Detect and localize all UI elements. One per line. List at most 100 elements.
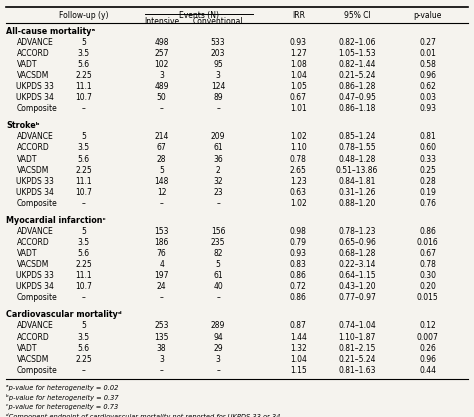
Text: 498: 498 <box>155 38 169 47</box>
Text: 0.86–1.28: 0.86–1.28 <box>338 82 376 91</box>
Text: 0.68–1.28: 0.68–1.28 <box>338 249 376 258</box>
Text: 1.08: 1.08 <box>290 60 307 69</box>
Text: 10.7: 10.7 <box>75 188 92 197</box>
Text: 203: 203 <box>211 49 226 58</box>
Text: –: – <box>160 199 164 208</box>
Text: 32: 32 <box>213 177 223 186</box>
Text: 148: 148 <box>155 177 169 186</box>
Text: 0.81–2.15: 0.81–2.15 <box>338 344 376 353</box>
Text: 0.78: 0.78 <box>290 155 307 163</box>
Text: ᵇp-value for heterogeneity = 0.37: ᵇp-value for heterogeneity = 0.37 <box>6 394 118 401</box>
Text: 1.02: 1.02 <box>290 132 307 141</box>
Text: 4: 4 <box>159 260 164 269</box>
Text: 1.44: 1.44 <box>290 332 307 342</box>
Text: 1.04: 1.04 <box>290 71 307 80</box>
Text: –: – <box>160 294 164 302</box>
Text: ADVANCE: ADVANCE <box>17 227 53 236</box>
Text: Composite: Composite <box>17 366 57 375</box>
Text: ᵃp-value for heterogeneity = 0.02: ᵃp-value for heterogeneity = 0.02 <box>6 384 118 391</box>
Text: 5.6: 5.6 <box>78 249 90 258</box>
Text: 3: 3 <box>159 355 164 364</box>
Text: 29: 29 <box>213 344 223 353</box>
Text: –: – <box>216 294 220 302</box>
Text: 0.33: 0.33 <box>419 155 437 163</box>
Text: 0.98: 0.98 <box>290 227 307 236</box>
Text: 156: 156 <box>211 227 226 236</box>
Text: 95: 95 <box>213 60 223 69</box>
Text: –: – <box>82 294 86 302</box>
Text: 89: 89 <box>213 93 223 102</box>
Text: 0.74–1.04: 0.74–1.04 <box>338 322 376 330</box>
Text: 0.43–1.20: 0.43–1.20 <box>338 282 376 291</box>
Text: 0.85–1.24: 0.85–1.24 <box>338 132 376 141</box>
Text: VADT: VADT <box>17 60 37 69</box>
Text: 1.01: 1.01 <box>290 104 307 113</box>
Text: 38: 38 <box>157 344 166 353</box>
Text: 2.25: 2.25 <box>75 71 92 80</box>
Text: 0.28: 0.28 <box>419 177 436 186</box>
Text: 214: 214 <box>155 132 169 141</box>
Text: 1.05–1.53: 1.05–1.53 <box>338 49 376 58</box>
Text: 0.78: 0.78 <box>419 260 436 269</box>
Text: 2: 2 <box>216 166 220 175</box>
Text: 3.5: 3.5 <box>78 49 90 58</box>
Text: 2.25: 2.25 <box>75 355 92 364</box>
Text: 124: 124 <box>211 82 225 91</box>
Text: Follow-up (y): Follow-up (y) <box>59 10 109 20</box>
Text: ADVANCE: ADVANCE <box>17 322 53 330</box>
Text: 209: 209 <box>211 132 226 141</box>
Text: 257: 257 <box>155 49 169 58</box>
Text: VACSDM: VACSDM <box>17 166 49 175</box>
Text: 0.96: 0.96 <box>419 71 437 80</box>
Text: 0.64–1.15: 0.64–1.15 <box>338 271 376 280</box>
Text: Strokeᵇ: Strokeᵇ <box>6 121 40 130</box>
Text: 1.02: 1.02 <box>290 199 307 208</box>
Text: 10.7: 10.7 <box>75 282 92 291</box>
Text: 197: 197 <box>155 271 169 280</box>
Text: 2.65: 2.65 <box>290 166 307 175</box>
Text: Composite: Composite <box>17 199 57 208</box>
Text: 0.48–1.28: 0.48–1.28 <box>338 155 376 163</box>
Text: 0.19: 0.19 <box>419 188 436 197</box>
Text: 2.25: 2.25 <box>75 260 92 269</box>
Text: 533: 533 <box>211 38 226 47</box>
Text: 28: 28 <box>157 155 166 163</box>
Text: 0.31–1.26: 0.31–1.26 <box>338 188 376 197</box>
Text: 0.015: 0.015 <box>417 294 439 302</box>
Text: 0.93: 0.93 <box>290 38 307 47</box>
Text: 0.51–13.86: 0.51–13.86 <box>336 166 378 175</box>
Text: ACCORD: ACCORD <box>17 238 49 247</box>
Text: 3: 3 <box>159 71 164 80</box>
Text: Myocardial infarctionᶜ: Myocardial infarctionᶜ <box>6 216 106 225</box>
Text: 0.81: 0.81 <box>419 132 436 141</box>
Text: 0.86: 0.86 <box>290 294 307 302</box>
Text: 253: 253 <box>155 322 169 330</box>
Text: 0.67: 0.67 <box>419 249 437 258</box>
Text: 0.25: 0.25 <box>419 166 436 175</box>
Text: 0.67: 0.67 <box>290 93 307 102</box>
Text: –: – <box>160 366 164 375</box>
Text: 67: 67 <box>157 143 166 153</box>
Text: 0.60: 0.60 <box>419 143 437 153</box>
Text: 0.47–0.95: 0.47–0.95 <box>338 93 376 102</box>
Text: ADVANCE: ADVANCE <box>17 38 53 47</box>
Text: 3: 3 <box>216 71 220 80</box>
Text: 5.6: 5.6 <box>78 155 90 163</box>
Text: 0.22–3.14: 0.22–3.14 <box>338 260 376 269</box>
Text: 0.21–5.24: 0.21–5.24 <box>338 355 376 364</box>
Text: UKPDS 33: UKPDS 33 <box>17 177 55 186</box>
Text: 0.78–1.23: 0.78–1.23 <box>338 227 376 236</box>
Text: 5: 5 <box>82 227 86 236</box>
Text: 1.32: 1.32 <box>290 344 307 353</box>
Text: Cardiovascular mortalityᵈ: Cardiovascular mortalityᵈ <box>6 310 122 319</box>
Text: UKPDS 34: UKPDS 34 <box>17 93 55 102</box>
Text: All-cause mortalityᵃ: All-cause mortalityᵃ <box>6 27 95 36</box>
Text: 0.76: 0.76 <box>419 199 437 208</box>
Text: 0.93: 0.93 <box>419 104 437 113</box>
Text: VACSDM: VACSDM <box>17 355 49 364</box>
Text: 3.5: 3.5 <box>78 143 90 153</box>
Text: 135: 135 <box>155 332 169 342</box>
Text: 1.05: 1.05 <box>290 82 307 91</box>
Text: 102: 102 <box>155 60 169 69</box>
Text: 50: 50 <box>157 93 166 102</box>
